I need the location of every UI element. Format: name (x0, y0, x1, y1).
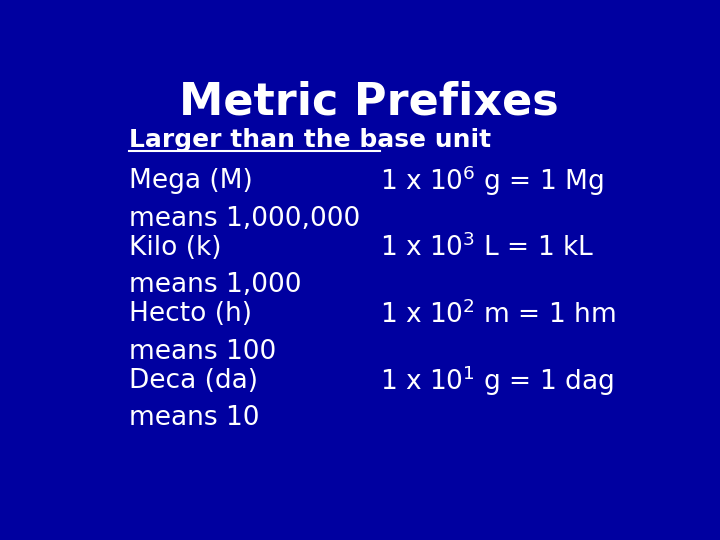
Text: 1 x 10$^{6}$ g = 1 Mg: 1 x 10$^{6}$ g = 1 Mg (380, 164, 604, 199)
Text: Hecto (h): Hecto (h) (129, 301, 252, 327)
Text: Mega (M): Mega (M) (129, 168, 253, 194)
Text: means 100: means 100 (129, 339, 276, 364)
Text: means 1,000,000: means 1,000,000 (129, 206, 360, 232)
Text: Kilo (k): Kilo (k) (129, 235, 222, 261)
Text: 1 x 10$^{3}$ L = 1 kL: 1 x 10$^{3}$ L = 1 kL (380, 233, 595, 262)
Text: 1 x 10$^{2}$ m = 1 hm: 1 x 10$^{2}$ m = 1 hm (380, 300, 616, 328)
Text: Deca (da): Deca (da) (129, 368, 258, 394)
Text: 1 x 10$^{1}$ g = 1 dag: 1 x 10$^{1}$ g = 1 dag (380, 363, 614, 398)
Text: means 10: means 10 (129, 405, 260, 431)
Text: means 1,000: means 1,000 (129, 272, 302, 298)
Text: Metric Prefixes: Metric Prefixes (179, 80, 559, 124)
Text: Larger than the base unit: Larger than the base unit (129, 127, 491, 152)
